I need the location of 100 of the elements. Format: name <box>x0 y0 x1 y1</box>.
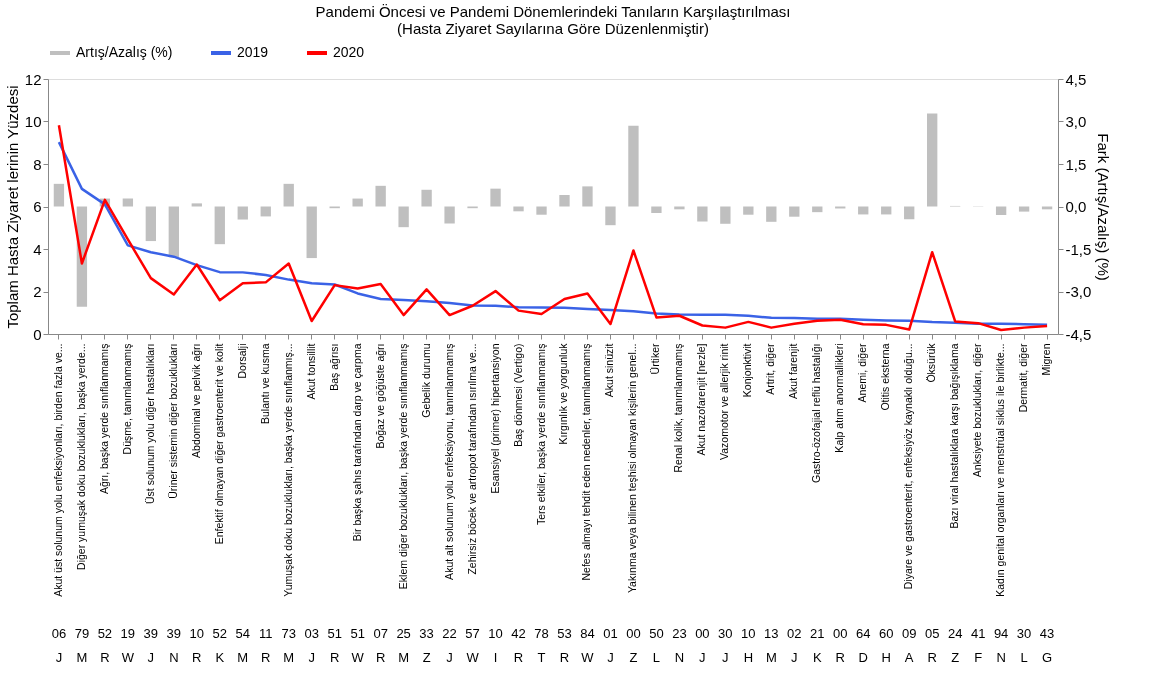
x-tick-label: Otitis eksterna <box>879 343 892 411</box>
text: J <box>699 650 706 665</box>
text: W <box>581 650 594 665</box>
legend-label: 2019 <box>237 44 269 60</box>
text: 64 <box>856 626 871 641</box>
y-tick-label: 2 <box>33 283 42 300</box>
x-tick-label: Akut alt solunum yolu enfeksiyonu, tanımlanmamış <box>442 343 455 580</box>
x-tick-label: Düşme, tanımlanmamış <box>120 343 133 455</box>
text: J <box>308 650 315 665</box>
text: 05 <box>924 626 940 641</box>
text: 52 <box>97 626 113 641</box>
x-tick-label: Vazomotor ve allerjik rinit <box>718 343 731 461</box>
x-tick-label: Baş ağrısı <box>327 343 340 391</box>
x-tick-label: Diyare ve gastroenterit, enfeksiyöz kaynaklı olduğu... <box>902 343 915 590</box>
x-tick-label: Bulantı ve kusma <box>258 343 271 425</box>
x-tick-label: Migren <box>1040 343 1053 376</box>
x-tick-label: Kırgınlık ve yorgunluk <box>557 342 570 445</box>
bar <box>559 194 570 207</box>
text: 10 <box>189 626 205 641</box>
y-tick-label: 4 <box>33 240 42 258</box>
x-tick-label: Boğaz ve göğüste ağrı <box>373 343 386 449</box>
x-tick-label: Akut farenjit <box>787 343 800 399</box>
text: 39 <box>166 626 182 641</box>
text: D <box>858 650 868 665</box>
text: 10 <box>741 626 756 641</box>
text: M <box>398 650 410 665</box>
text: 22 <box>442 626 457 641</box>
bar <box>628 125 639 207</box>
y2-tick-label: -4,5 <box>1065 325 1092 343</box>
text: 84 <box>580 626 595 641</box>
text: T <box>537 650 546 665</box>
text: K <box>812 650 822 665</box>
text: 13 <box>764 626 779 641</box>
text: (Hasta Ziyaret Sayılarına Göre Düzenlenmiştir) <box>397 20 709 37</box>
text: Z <box>629 650 638 665</box>
y2-tick-label: 4,5 <box>1065 70 1087 88</box>
x-tick-label: Baş dönmesi (Vertigo) <box>511 343 524 447</box>
text: R <box>100 650 110 665</box>
text: W <box>121 650 134 665</box>
y-axis-title: Toplam Hasta Ziyaret lerinin Yüzdesi <box>3 85 21 329</box>
text: 53 <box>557 626 572 641</box>
text: 11 <box>258 626 273 641</box>
text: Z <box>951 650 960 665</box>
x-tick-label: Dermatit, diğer <box>1017 343 1030 413</box>
bar <box>375 185 386 207</box>
bar <box>743 206 754 215</box>
text: R <box>261 650 271 665</box>
text: 30 <box>718 626 733 641</box>
text: H <box>743 650 754 665</box>
text: 07 <box>373 626 388 641</box>
text: J <box>607 650 614 665</box>
text: 10 <box>488 626 503 641</box>
bar <box>697 206 708 222</box>
text: G <box>1042 650 1053 665</box>
text: N <box>674 650 685 665</box>
text: 51 <box>327 626 342 641</box>
bar <box>283 183 294 207</box>
bar <box>237 206 248 220</box>
bar <box>444 206 455 224</box>
y-tick-label: 8 <box>33 155 42 173</box>
text: F <box>974 650 983 665</box>
text: 39 <box>143 626 159 641</box>
text: Z <box>422 650 431 665</box>
bar <box>582 186 593 207</box>
text: 51 <box>350 626 365 641</box>
text: R <box>559 650 570 665</box>
x-tick-label: Kadın genital organları ve menstrüal siklus ile birlikte... <box>994 343 1007 597</box>
x-tick-label: Ürtiker <box>649 343 662 375</box>
y2-axis-title: Fark (Artış/Azalış) (%) <box>1095 133 1113 281</box>
y2-tick-label: 1,5 <box>1065 155 1087 173</box>
text: J <box>147 650 155 665</box>
text: M <box>237 650 249 665</box>
text: R <box>513 650 524 665</box>
y-tick-label: 10 <box>24 113 42 130</box>
bar <box>145 206 157 242</box>
text: 02 <box>787 626 802 641</box>
text: 00 <box>695 626 710 641</box>
bar <box>398 206 409 228</box>
y-tick-label: 6 <box>33 198 42 215</box>
legend-label: Artış/Azalış (%) <box>76 44 173 60</box>
text: Pandemi Öncesi ve Pandemi Dönemlerindeki Tanıların Karşılaştırılması <box>315 3 791 20</box>
bar <box>651 206 662 214</box>
x-tick-label: Üst solunum yolu diğer hastalıkları <box>143 343 156 504</box>
text: 03 <box>304 626 319 641</box>
text: 21 <box>810 626 825 641</box>
x-tick-label: Öksürük <box>925 342 938 383</box>
y2-tick-label: 0,0 <box>1065 198 1087 215</box>
text: J <box>55 650 63 665</box>
text: R <box>927 650 937 665</box>
bar <box>927 113 938 207</box>
text: 01 <box>603 626 618 641</box>
x-tick-label: Gastro-özofajial reflü hastalığı <box>810 343 823 483</box>
y2-tick-label: -1,5 <box>1065 240 1092 258</box>
x-tick-label: Konjonktivit <box>741 343 754 398</box>
x-tick-label: Akut nazofarenjit [nezle] <box>695 343 708 456</box>
text: W <box>351 650 364 665</box>
x-tick-label: Artrit, diğer <box>764 343 777 395</box>
x-tick-label: Yumuşak doku bozuklukları, başka yerde sınıflanmış... <box>281 343 294 597</box>
text: 09 <box>901 626 917 641</box>
text: 19 <box>120 626 136 641</box>
